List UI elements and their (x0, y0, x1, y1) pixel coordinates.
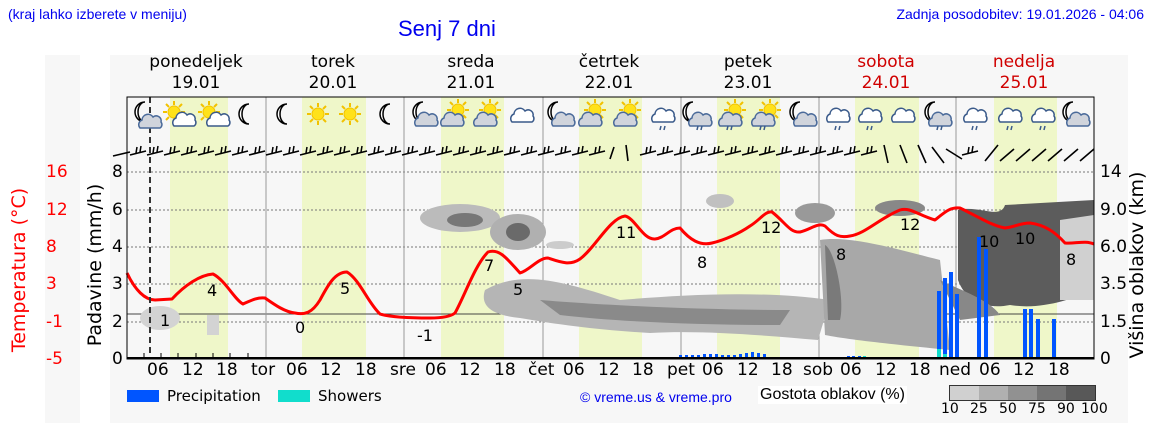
x-axis-labels: 06 12 18 tor 06 12 18 sre 06 12 18 čet 0… (147, 360, 1070, 380)
svg-text:5: 5 (513, 280, 523, 299)
temperature-line (125, 206, 1095, 320)
cloud-height-tick: 0 (1100, 349, 1111, 369)
svg-text:7: 7 (484, 256, 494, 275)
precip-tick: 8 (112, 162, 123, 182)
cloud-height-tick: 9.0 (1100, 200, 1128, 220)
svg-text:-1: -1 (417, 326, 433, 345)
svg-text:12: 12 (761, 218, 781, 237)
day-header-fri: petek 23.01 (723, 52, 773, 93)
cloud-height-tick: 1.5 (1100, 312, 1128, 332)
showers-legend-label: Showers (318, 387, 382, 405)
temp-tick: 12 (46, 200, 68, 220)
precip-tick: 2 (112, 312, 123, 332)
precip-tick: 6 (112, 200, 123, 220)
credit-link[interactable]: © vreme.us & vreme.pro (580, 389, 732, 405)
temp-tick: -5 (46, 349, 63, 369)
showers-swatch (278, 390, 310, 402)
cloud-height-tick: 14 (1100, 162, 1122, 182)
day-header-sun: nedelja 25.01 (992, 52, 1056, 93)
region-hint: (kraj lahko izberete v meniju) (8, 6, 187, 22)
precip-axis-title: Padavine (mm/h) (84, 183, 106, 347)
temp-tick: 3 (46, 274, 57, 294)
day-header-tue: torek 20.01 (308, 52, 358, 93)
day-header-wed: sreda 21.01 (446, 52, 496, 93)
svg-text:11: 11 (616, 223, 636, 242)
svg-text:5: 5 (340, 279, 350, 298)
svg-text:10: 10 (979, 232, 999, 251)
cloud-height-tick: 3.5 (1100, 274, 1128, 294)
day-header-mon: ponedeljek 19.01 (149, 52, 243, 93)
precip-tick: 4 (112, 237, 123, 257)
precip-axis-title-wrap: Padavine (mm/h) (80, 183, 110, 355)
svg-text:8: 8 (836, 245, 846, 264)
page-title: Senj 7 dni (398, 16, 496, 41)
cloud-density-map (140, 194, 1094, 350)
temp-tick: 16 (46, 162, 68, 182)
svg-text:8: 8 (1066, 250, 1076, 269)
cloud-height-axis-title: Višina oblakov (km) (1126, 171, 1148, 359)
cloud-height-tick: 6.0 (1100, 237, 1128, 257)
precipitation-swatch (127, 390, 159, 402)
precipitation-legend-label: Precipitation (167, 387, 261, 405)
svg-text:12: 12 (900, 215, 920, 234)
svg-text:4: 4 (207, 281, 217, 300)
precip-tick: 3 (112, 274, 123, 294)
temperature-axis-title: Temperatura (°C) (8, 187, 30, 353)
temp-tick: 8 (46, 237, 57, 257)
day-header-sat: sobota 24.01 (857, 52, 915, 93)
cloud-density-scale (949, 385, 1096, 401)
svg-text:1: 1 (160, 311, 170, 330)
temp-axis-panel (45, 55, 80, 423)
svg-text:8: 8 (697, 253, 707, 272)
temperature-value-labels: 1 4 0 5 -1 7 5 11 8 12 8 12 10 10 8 (160, 215, 1076, 345)
last-update: Zadnja posodobitev: 19.01.2026 - 04:06 (896, 6, 1144, 22)
day-header-thu: četrtek 22.01 (578, 52, 640, 93)
svg-text:0: 0 (295, 318, 305, 337)
temp-tick: -1 (46, 312, 63, 332)
precip-tick: 0 (112, 349, 123, 369)
cloud-density-title: Gostota oblakov (%) (758, 386, 907, 404)
temperature-axis-title-wrap: Temperatura (°C) (4, 185, 34, 355)
cloud-axis-title-wrap: Višina oblakov (km) (1122, 172, 1152, 359)
svg-text:10: 10 (1015, 229, 1035, 248)
